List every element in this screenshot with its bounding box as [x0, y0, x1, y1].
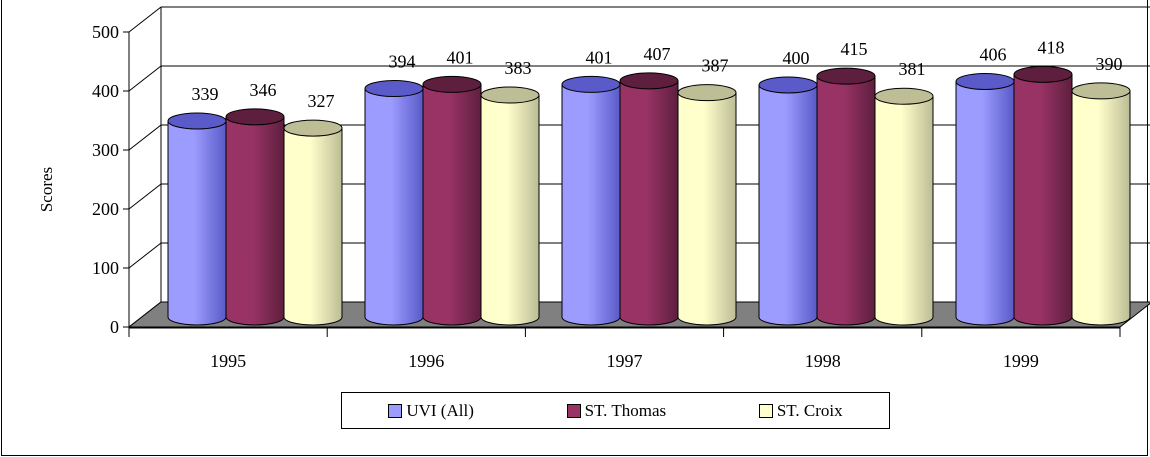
bar-st-thomas-1999 — [1013, 73, 1073, 326]
data-label-uvi-all-1998: 400 — [783, 48, 810, 68]
bar-top-uvi-all-1997 — [561, 75, 621, 93]
bar-top-st-croix-1997 — [677, 84, 737, 102]
data-label-uvi-all-1996: 394 — [389, 52, 416, 72]
data-label-st-croix-1997: 387 — [702, 56, 729, 76]
data-label-uvi-all-1999: 406 — [980, 44, 1007, 64]
bar-top-uvi-all-1996 — [364, 80, 424, 98]
gridline-side-300 — [128, 124, 162, 151]
bar-uvi-all-1996 — [364, 88, 424, 326]
bar-uvi-all-1999 — [955, 80, 1015, 326]
bar-st-croix-1999 — [1071, 90, 1131, 326]
data-label-st-croix-1998: 381 — [899, 59, 926, 79]
data-label-st-croix-1996: 383 — [505, 58, 532, 78]
bar-st-thomas-1997 — [619, 80, 679, 326]
y-axis-title: Scores — [37, 167, 56, 212]
y-tick-label-300: 300 — [92, 140, 119, 160]
bar-top-st-thomas-1997 — [619, 72, 679, 90]
x-tick-label-1999: 1999 — [1003, 351, 1039, 371]
legend-swatch-uvi — [388, 403, 403, 418]
gridline-side-100 — [128, 242, 162, 269]
x-tick-label-1998: 1998 — [805, 351, 841, 371]
bar-st-thomas-1998 — [816, 75, 876, 326]
data-label-uvi-all-1997: 401 — [586, 47, 613, 67]
data-label-st-thomas-1998: 415 — [841, 39, 868, 59]
bar-top-st-croix-1995 — [283, 119, 343, 137]
x-tick-label-1997: 1997 — [607, 351, 643, 371]
bar-top-uvi-all-1995 — [167, 112, 227, 130]
bar-top-st-croix-1996 — [480, 86, 540, 104]
y-tick-label-500: 500 — [92, 22, 119, 42]
bar-top-uvi-all-1999 — [955, 72, 1015, 90]
y-tick-label-0: 0 — [110, 317, 119, 337]
bar-st-croix-1995 — [283, 127, 343, 326]
legend-swatch-st-thomas — [566, 403, 581, 418]
bar-st-croix-1997 — [677, 92, 737, 326]
y-tick-label-200: 200 — [92, 199, 119, 219]
bar-uvi-all-1997 — [561, 83, 621, 326]
legend-swatch-st-croix — [758, 403, 773, 418]
bar-uvi-all-1995 — [167, 120, 227, 326]
data-label-st-croix-1999: 390 — [1096, 54, 1123, 74]
gridline-side-400 — [128, 65, 162, 92]
y-tick-label-400: 400 — [92, 81, 119, 101]
legend-label-uvi: UVI (All) — [406, 400, 474, 420]
bar-st-thomas-1996 — [422, 83, 482, 326]
data-label-st-croix-1995: 327 — [308, 91, 335, 111]
data-label-st-thomas-1995: 346 — [250, 80, 277, 100]
legend-item-st-croix: ST. Croix — [758, 400, 843, 421]
bar-top-st-croix-1998 — [874, 87, 934, 105]
bar-st-croix-1996 — [480, 94, 540, 326]
bar-top-st-thomas-1999 — [1013, 65, 1073, 83]
bar-top-st-thomas-1995 — [225, 108, 285, 126]
bar-top-st-thomas-1998 — [816, 67, 876, 85]
legend: UVI (All) ST. Thomas ST. Croix — [341, 392, 890, 429]
legend-item-uvi: UVI (All) — [388, 401, 474, 421]
legend-label-st-croix: ST. Croix — [776, 400, 843, 420]
data-label-uvi-all-1995: 339 — [192, 84, 219, 104]
legend-item-st-thomas: ST. Thomas — [566, 400, 667, 421]
bar-st-thomas-1995 — [225, 116, 285, 326]
gridline-side-500 — [128, 6, 162, 33]
bar-top-st-thomas-1996 — [422, 75, 482, 93]
x-tick-label-1996: 1996 — [408, 351, 444, 371]
x-tick-label-1995: 1995 — [210, 351, 246, 371]
data-label-st-thomas-1997: 407 — [644, 44, 671, 64]
bar-top-uvi-all-1998 — [758, 76, 818, 94]
bar-st-croix-1998 — [874, 95, 934, 326]
y-tick-label-100: 100 — [92, 258, 119, 278]
bar-top-st-croix-1999 — [1071, 82, 1131, 100]
gridline-side-200 — [128, 183, 162, 210]
legend-label-st-thomas: ST. Thomas — [584, 400, 667, 420]
data-label-st-thomas-1999: 418 — [1038, 37, 1065, 57]
data-label-st-thomas-1996: 401 — [447, 47, 474, 67]
bar-uvi-all-1998 — [758, 84, 818, 326]
